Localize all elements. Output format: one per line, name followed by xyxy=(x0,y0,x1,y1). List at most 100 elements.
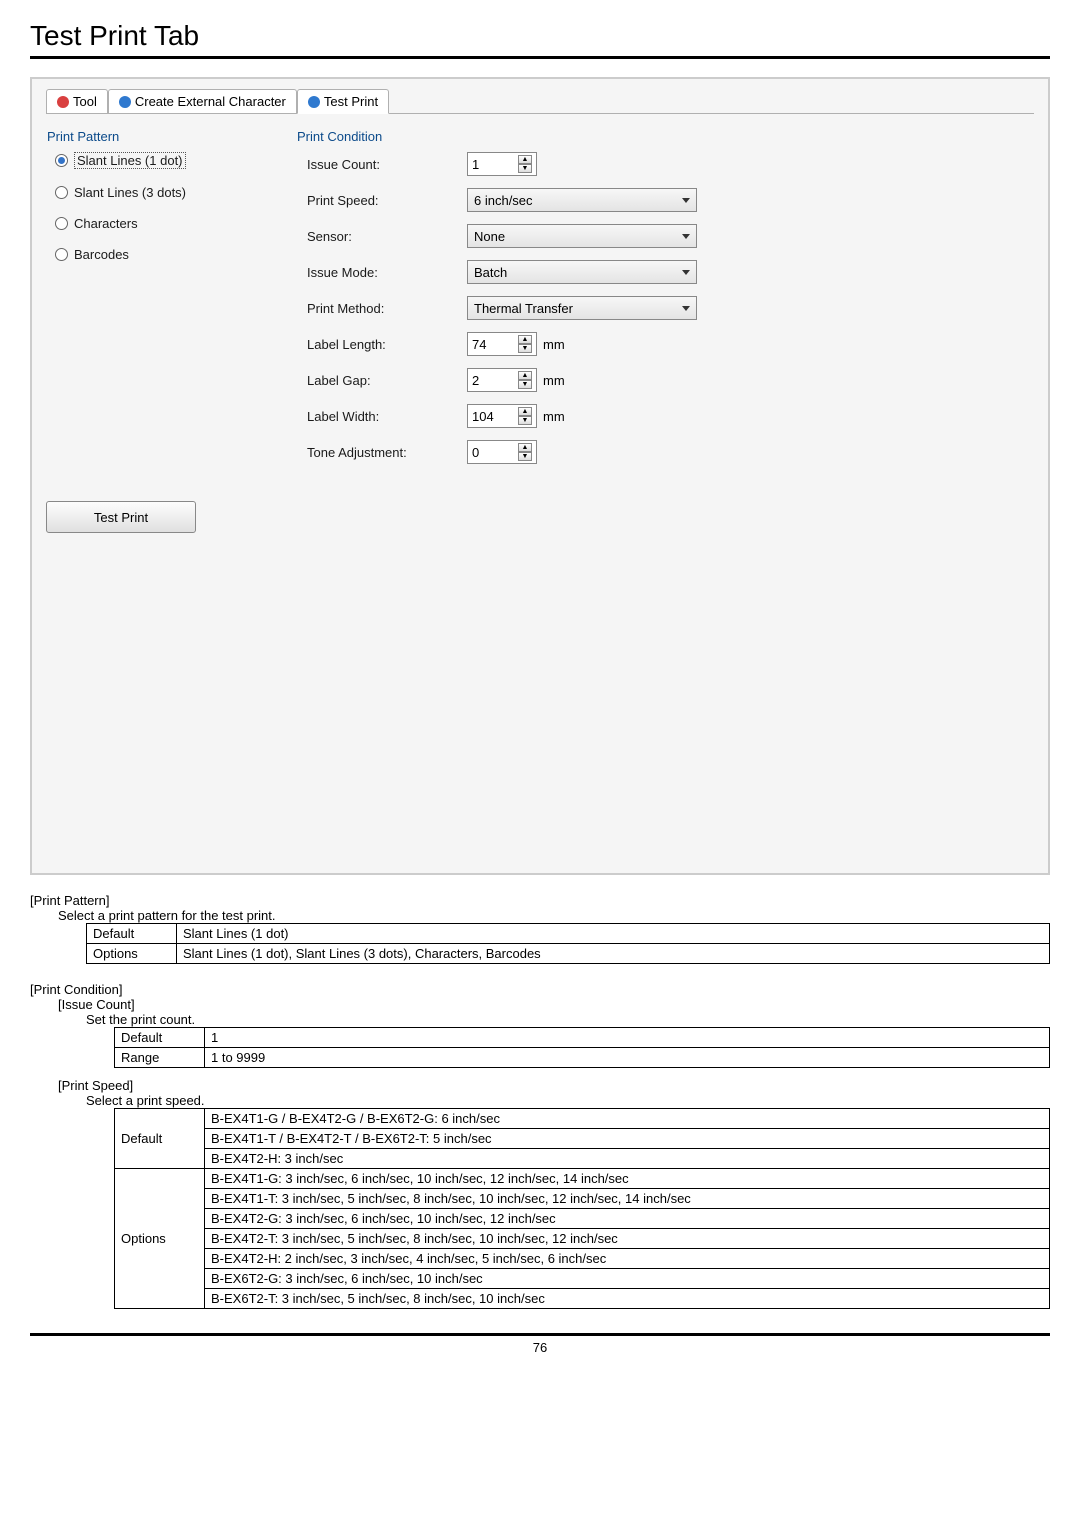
dialog-panel: Tool Create External Character Test Prin… xyxy=(30,77,1050,875)
chevron-down-icon xyxy=(682,270,690,275)
sub-print-speed: Select a print speed. xyxy=(86,1093,1050,1108)
cell-options-value-1: B-EX4T1-T: 3 inch/sec, 5 inch/sec, 8 inc… xyxy=(205,1189,1050,1209)
chevron-down-icon xyxy=(682,198,690,203)
dialog-empty-area xyxy=(46,533,1034,793)
sub-issue-count: Set the print count. xyxy=(86,1012,1050,1027)
sensor-value: None xyxy=(474,229,505,244)
cell-default-label: Default xyxy=(115,1109,205,1169)
radio-icon xyxy=(55,186,68,199)
spinner-icon[interactable]: ▲▼ xyxy=(518,371,532,389)
minus-icon xyxy=(57,96,69,108)
tab-test-print[interactable]: Test Print xyxy=(297,89,389,114)
label-width-label: Label Width: xyxy=(307,409,467,424)
chevron-down-icon xyxy=(682,306,690,311)
sub-print-pattern: Select a print pattern for the test prin… xyxy=(58,908,1050,923)
heading-print-speed: [Print Speed] xyxy=(58,1078,1050,1093)
print-speed-select[interactable]: 6 inch/sec xyxy=(467,188,697,212)
tab-tool[interactable]: Tool xyxy=(46,89,108,114)
tab-cec-label: Create External Character xyxy=(135,94,286,109)
cell-range-value: 1 to 9999 xyxy=(205,1048,1050,1068)
cell-default-value-2: B-EX4T2-H: 3 inch/sec xyxy=(205,1149,1050,1169)
print-method-value: Thermal Transfer xyxy=(474,301,573,316)
cell-options-label: Options xyxy=(115,1169,205,1309)
cell-options-value: Slant Lines (1 dot), Slant Lines (3 dots… xyxy=(177,944,1050,964)
table-row: Range1 to 9999 xyxy=(115,1048,1050,1068)
print-condition-title: Print Condition xyxy=(297,129,1033,144)
issue-count-input[interactable]: 1 ▲▼ xyxy=(467,152,537,176)
cell-default-label: Default xyxy=(87,924,177,944)
tone-value: 0 xyxy=(472,445,518,460)
label-width-value: 104 xyxy=(472,409,518,424)
radio-icon xyxy=(55,248,68,261)
table-issue-count: Default1 Range1 to 9999 xyxy=(114,1027,1050,1068)
test-print-button-label: Test Print xyxy=(94,510,148,525)
spinner-icon[interactable]: ▲▼ xyxy=(518,443,532,461)
sensor-label: Sensor: xyxy=(307,229,467,244)
table-row: B-EX4T2-H: 3 inch/sec xyxy=(115,1149,1050,1169)
table-row: OptionsSlant Lines (1 dot), Slant Lines … xyxy=(87,944,1050,964)
print-method-label: Print Method: xyxy=(307,301,467,316)
group-print-pattern: Print Pattern Slant Lines (1 dot) Slant … xyxy=(46,128,276,477)
tab-create-external-character[interactable]: Create External Character xyxy=(108,89,297,114)
print-method-select[interactable]: Thermal Transfer xyxy=(467,296,697,320)
label-length-value: 74 xyxy=(472,337,518,352)
print-speed-label: Print Speed: xyxy=(307,193,467,208)
label-width-input[interactable]: 104 ▲▼ xyxy=(467,404,537,428)
label-gap-value: 2 xyxy=(472,373,518,388)
cell-default-label: Default xyxy=(115,1028,205,1048)
issue-count-value: 1 xyxy=(472,157,518,172)
radio-characters[interactable]: Characters xyxy=(55,216,275,231)
tone-label: Tone Adjustment: xyxy=(307,445,467,460)
heading-print-condition: [Print Condition] xyxy=(30,982,1050,997)
spinner-icon[interactable]: ▲▼ xyxy=(518,335,532,353)
cell-options-label: Options xyxy=(87,944,177,964)
cell-options-value-3: B-EX4T2-T: 3 inch/sec, 5 inch/sec, 8 inc… xyxy=(205,1229,1050,1249)
cell-options-value-4: B-EX4T2-H: 2 inch/sec, 3 inch/sec, 4 inc… xyxy=(205,1249,1050,1269)
cell-options-value-0: B-EX4T1-G: 3 inch/sec, 6 inch/sec, 10 in… xyxy=(205,1169,1050,1189)
cell-default-value-0: B-EX4T1-G / B-EX4T2-G / B-EX6T2-G: 6 inc… xyxy=(205,1109,1050,1129)
radio-barcodes[interactable]: Barcodes xyxy=(55,247,275,262)
table-row: B-EX6T2-T: 3 inch/sec, 5 inch/sec, 8 inc… xyxy=(115,1289,1050,1309)
issue-mode-select[interactable]: Batch xyxy=(467,260,697,284)
spinner-icon[interactable]: ▲▼ xyxy=(518,407,532,425)
radio-slant-3dots-label: Slant Lines (3 dots) xyxy=(74,185,186,200)
label-gap-label: Label Gap: xyxy=(307,373,467,388)
issue-mode-value: Batch xyxy=(474,265,507,280)
heading-print-pattern: [Print Pattern] xyxy=(30,893,1050,908)
label-gap-unit: mm xyxy=(543,373,565,388)
label-length-input[interactable]: 74 ▲▼ xyxy=(467,332,537,356)
cell-range-label: Range xyxy=(115,1048,205,1068)
print-pattern-title: Print Pattern xyxy=(47,129,275,144)
radio-slant-1dot[interactable]: Slant Lines (1 dot) xyxy=(55,152,275,169)
table-row: Default B-EX4T1-G / B-EX4T2-G / B-EX6T2-… xyxy=(115,1109,1050,1129)
table-row: B-EX4T2-G: 3 inch/sec, 6 inch/sec, 10 in… xyxy=(115,1209,1050,1229)
radio-barcodes-label: Barcodes xyxy=(74,247,129,262)
table-row: B-EX4T2-H: 2 inch/sec, 3 inch/sec, 4 inc… xyxy=(115,1249,1050,1269)
test-print-button[interactable]: Test Print xyxy=(46,501,196,533)
table-print-pattern: DefaultSlant Lines (1 dot) OptionsSlant … xyxy=(86,923,1050,964)
radio-icon xyxy=(55,154,68,167)
label-length-unit: mm xyxy=(543,337,565,352)
print-speed-value: 6 inch/sec xyxy=(474,193,533,208)
label-gap-input[interactable]: 2 ▲▼ xyxy=(467,368,537,392)
tone-input[interactable]: 0 ▲▼ xyxy=(467,440,537,464)
label-width-unit: mm xyxy=(543,409,565,424)
spinner-icon[interactable]: ▲▼ xyxy=(518,155,532,173)
chevron-down-icon xyxy=(682,234,690,239)
title-underline xyxy=(30,56,1050,59)
heading-issue-count: [Issue Count] xyxy=(58,997,1050,1012)
table-row: B-EX4T2-T: 3 inch/sec, 5 inch/sec, 8 inc… xyxy=(115,1229,1050,1249)
page-number: 76 xyxy=(30,1333,1050,1355)
cell-options-value-2: B-EX4T2-G: 3 inch/sec, 6 inch/sec, 10 in… xyxy=(205,1209,1050,1229)
table-row: B-EX4T1-T: 3 inch/sec, 5 inch/sec, 8 inc… xyxy=(115,1189,1050,1209)
cell-default-value: 1 xyxy=(205,1028,1050,1048)
page-title: Test Print Tab xyxy=(30,20,1050,52)
table-row: DefaultSlant Lines (1 dot) xyxy=(87,924,1050,944)
label-length-label: Label Length: xyxy=(307,337,467,352)
cell-default-value: Slant Lines (1 dot) xyxy=(177,924,1050,944)
sensor-select[interactable]: None xyxy=(467,224,697,248)
cell-options-value-6: B-EX6T2-T: 3 inch/sec, 5 inch/sec, 8 inc… xyxy=(205,1289,1050,1309)
radio-slant-3dots[interactable]: Slant Lines (3 dots) xyxy=(55,185,275,200)
radio-icon xyxy=(55,217,68,230)
table-print-speed: Default B-EX4T1-G / B-EX4T2-G / B-EX6T2-… xyxy=(114,1108,1050,1309)
